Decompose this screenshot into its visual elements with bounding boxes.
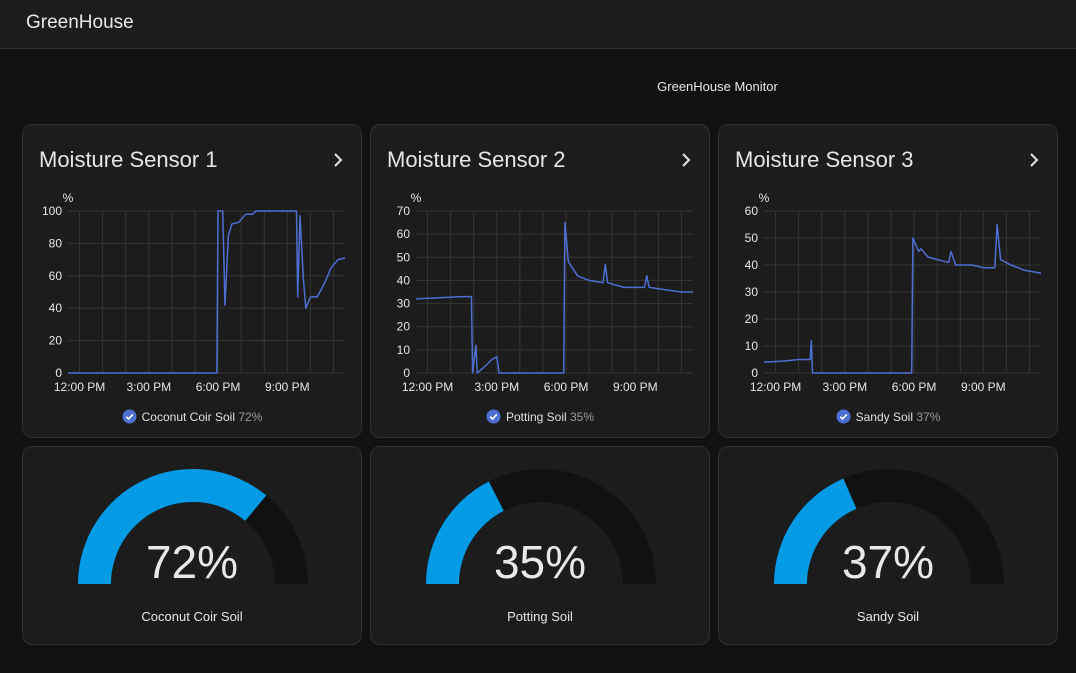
x-tick-label: 12:00 PM [402,380,453,394]
chevron-right-icon[interactable] [329,151,347,169]
dashboard-title: GreenHouse Monitor [657,79,778,94]
x-tick-label: 12:00 PM [54,380,105,394]
series-line [68,210,346,374]
x-tick-label: 9:00 PM [265,380,310,394]
y-tick-label: 30 [745,285,759,299]
history-card-sensor-2[interactable]: Moisture Sensor 2 % 0 10 20 30 40 50 60 70 12:00 … [370,124,710,438]
y-tick-label: 60 [745,204,759,218]
check-circle-icon [122,409,137,424]
x-tick-label: 12:00 PM [750,380,801,394]
app-title: GreenHouse [26,12,134,33]
gauge [426,469,656,584]
gauge-label: Potting Soil [507,609,573,624]
gauge-fill [78,469,267,584]
chart-legend[interactable]: Coconut Coir Soil 72% [23,409,361,424]
x-tick-label: 9:00 PM [961,380,1006,394]
y-tick-label: 10 [745,339,759,353]
gauge-value: 37% [841,536,935,588]
legend-name: Sandy Soil [855,409,913,424]
x-tick-label: 6:00 PM [892,380,937,394]
y-tick-label: 40 [745,258,759,272]
gauge-value: 72% [145,536,239,588]
legend-value: 35% [570,409,595,424]
y-axis-unit: % [63,191,74,205]
y-tick-label: 100 [42,204,62,218]
top-bar: GreenHouse [0,0,1076,49]
y-tick-label: 40 [49,301,63,315]
card-title: Moisture Sensor 1 [39,147,218,172]
gauge-card-sensor-1[interactable]: 72% Coconut Coir Soil [22,446,362,645]
gauge-label: Sandy Soil [856,609,920,624]
legend-name: Potting Soil [505,409,567,424]
gauge [78,469,308,584]
history-card-sensor-3[interactable]: Moisture Sensor 3 % 0 10 20 30 40 50 60 12:00 PM… [718,124,1058,438]
x-tick-label: 3:00 PM [474,380,519,394]
gauge-card-sensor-3[interactable]: 37% Sandy Soil [718,446,1058,645]
check-circle-icon [836,409,851,424]
legend-value: 72% [238,409,263,424]
series-line [415,221,693,374]
y-tick-label: 30 [397,297,411,311]
gauge-fill [426,481,504,584]
legend-name: Coconut Coir Soil [141,409,235,424]
check-circle-icon [486,409,501,424]
legend-value: 37% [916,409,941,424]
history-chart: % 0 20 40 60 80 100 12:00 PM 3:00 PM 6:00 PM 9:00 … [42,191,346,394]
y-tick-label: 0 [403,366,410,380]
history-card-sensor-1[interactable]: Moisture Sensor 1 % 0 20 40 60 80 100 12:00 PM 3… [22,124,362,438]
chevron-right-icon[interactable] [677,151,695,169]
y-tick-label: 20 [397,320,411,334]
y-tick-label: 60 [397,227,411,241]
history-chart: % 0 10 20 30 40 50 60 70 12:00 PM 3:00 PM 6:00 PM 9:… [397,191,693,394]
y-axis-unit: % [411,191,422,205]
y-axis-unit: % [759,191,770,205]
gauge-label: Coconut Coir Soil [141,609,243,624]
y-tick-label: 10 [397,343,411,357]
x-tick-label: 3:00 PM [126,380,171,394]
y-tick-label: 50 [397,250,411,264]
chart-legend[interactable]: Potting Soil 35% [371,409,709,424]
x-tick-label: 6:00 PM [196,380,241,394]
gauge [774,469,1004,584]
y-tick-label: 20 [745,312,759,326]
y-tick-label: 60 [49,269,63,283]
gauge-value: 35% [493,536,587,588]
chevron-right-icon[interactable] [1025,151,1043,169]
card-title: Moisture Sensor 2 [387,147,566,172]
y-tick-label: 0 [751,366,758,380]
card-title: Moisture Sensor 3 [735,147,914,172]
gauge-card-sensor-2[interactable]: 35% Potting Soil [370,446,710,645]
y-tick-label: 20 [49,334,63,348]
series-line [763,223,1042,374]
gauge-fill [774,478,857,584]
x-tick-label: 6:00 PM [544,380,589,394]
y-tick-label: 0 [55,366,62,380]
y-tick-label: 50 [745,231,759,245]
x-tick-label: 3:00 PM [822,380,867,394]
y-tick-label: 80 [49,236,63,250]
chart-legend[interactable]: Sandy Soil 37% [719,409,1057,424]
y-tick-label: 40 [397,273,411,287]
y-tick-label: 70 [397,204,411,218]
x-tick-label: 9:00 PM [613,380,658,394]
history-chart: % 0 10 20 30 40 50 60 12:00 PM 3:00 PM 6:00 PM 9:00… [745,191,1042,394]
